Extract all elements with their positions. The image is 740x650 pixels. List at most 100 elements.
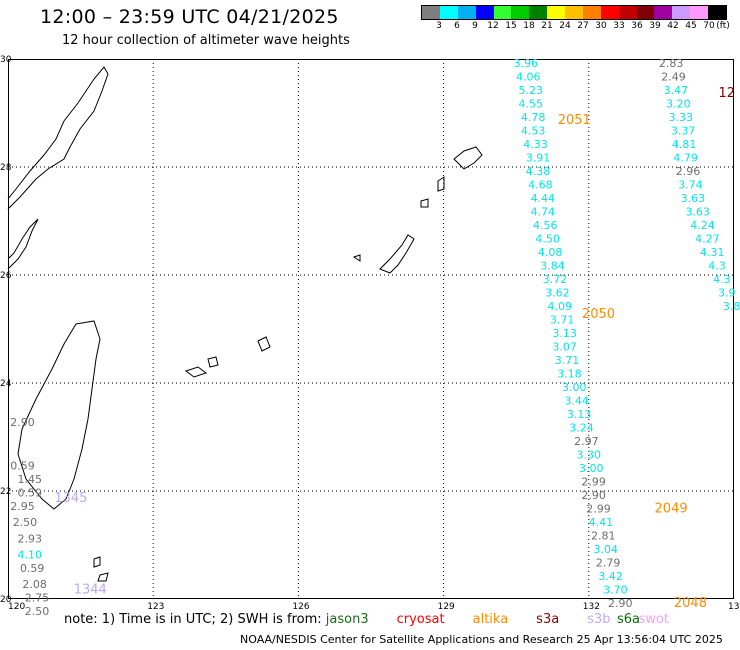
legend-swatch xyxy=(582,6,601,19)
footer-note: note: 1) Time is in UTC; 2) SWH is from:… xyxy=(64,612,669,627)
wave-height-value: 2.99 xyxy=(581,476,606,489)
color-legend: 3 6 9 12 15 18 21 24 27 30 33 36 39 42 45 70 (ft) xyxy=(421,5,730,34)
legend-label: 18 xyxy=(523,21,535,31)
wave-height-value: 4.74 xyxy=(531,206,556,219)
wave-height-value: 4.55 xyxy=(518,98,543,111)
note-prefix: note: 1) Time is in UTC; 2) SWH is from: xyxy=(64,612,322,627)
satellite-name: altika xyxy=(472,612,509,627)
wave-height-value: 4.08 xyxy=(538,246,563,259)
legend-swatch xyxy=(457,6,476,19)
wave-height-value: 2.75 xyxy=(25,592,50,605)
track-label: 2050 xyxy=(582,307,615,322)
lat-tick-label: 26 xyxy=(0,271,12,281)
track-label: 2048 xyxy=(674,596,707,611)
track-label: 1345 xyxy=(54,491,87,506)
wave-height-value: 3.70 xyxy=(603,584,628,597)
wave-height-value: 4.3 xyxy=(708,260,726,273)
map-title: 12:00 – 23:59 UTC 04/21/2025 xyxy=(40,6,339,28)
wave-height-value: 4.3 xyxy=(713,273,731,286)
coastline xyxy=(97,572,109,582)
wave-height-value: 3.96 xyxy=(514,57,539,70)
wave-height-value: 4.24 xyxy=(690,219,715,232)
wave-height-value: 3.13 xyxy=(552,327,577,340)
lat-tick-label: 28 xyxy=(0,163,12,173)
wave-height-value: 4.56 xyxy=(533,219,558,232)
legend-swatch xyxy=(654,6,673,19)
legend-label: 24 xyxy=(559,21,571,31)
wave-height-value: 3.20 xyxy=(666,98,691,111)
legend-swatch xyxy=(547,6,565,19)
legend-label: 30 xyxy=(595,21,607,31)
map-frame xyxy=(8,59,734,599)
coastline xyxy=(453,146,483,170)
lat-tick-label: 24 xyxy=(0,379,12,389)
coastline xyxy=(7,66,109,210)
wave-height-value: 2.90 xyxy=(10,416,34,429)
legend-swatch xyxy=(493,6,512,19)
wave-height-value: 3.00 xyxy=(562,381,587,394)
wave-height-value: 2.08 xyxy=(22,578,47,591)
satellite-name: s3a xyxy=(536,612,560,627)
legend-labels: 3 6 9 12 15 18 21 24 27 30 33 36 39 42 45 70 (ft) xyxy=(421,20,730,34)
wave-height-value: 3.44 xyxy=(564,395,589,408)
legend-swatch xyxy=(511,6,530,19)
wave-height-value: 3.72 xyxy=(543,273,568,286)
coastline xyxy=(207,356,219,368)
legend-swatch xyxy=(672,6,691,19)
legend-swatch xyxy=(565,6,583,19)
wave-height-value: 4.27 xyxy=(695,233,720,246)
legend-label: 21 xyxy=(541,21,553,31)
legend-label: 9 xyxy=(472,21,478,31)
legend-label: 3 xyxy=(436,21,442,31)
wave-height-value: 4.06 xyxy=(516,71,541,84)
wave-height-value: 4.31 xyxy=(700,246,725,259)
lon-tick-label: 135 xyxy=(728,602,740,612)
wave-height-value: 3.71 xyxy=(555,354,580,367)
lon-tick-label: 129 xyxy=(438,602,455,612)
legend-label: 15 xyxy=(505,21,517,31)
legend-swatch xyxy=(708,6,726,19)
wave-height-value: 2.83 xyxy=(659,57,684,70)
map-subtitle: 12 hour collection of altimeter wave hei… xyxy=(62,33,350,48)
wave-height-value: 0.59 xyxy=(18,486,43,499)
satellite-list: jason3 cryosat altika s3a s3b swots6a xyxy=(325,612,669,627)
legend-label: 39 xyxy=(649,21,661,31)
lat-tick-label: 22 xyxy=(0,487,11,497)
wave-height-value: 4.81 xyxy=(672,138,697,151)
wave-height-value: 3.24 xyxy=(569,422,594,435)
wave-height-value: 2.97 xyxy=(574,435,599,448)
wave-height-value: 4.33 xyxy=(523,138,548,151)
wave-height-value: 4.53 xyxy=(521,125,546,138)
wave-height-value: 3.37 xyxy=(671,125,696,138)
wave-height-value: 2.50 xyxy=(13,516,38,529)
coastline xyxy=(420,198,429,208)
legend-label: (ft) xyxy=(716,21,730,31)
satellite-name: swot xyxy=(638,612,669,627)
satellite-name: cryosat xyxy=(396,612,445,627)
satellite-name: jason3 xyxy=(325,612,369,627)
coastline xyxy=(184,366,208,378)
wave-height-value: 3.04 xyxy=(593,543,618,556)
legend-swatch xyxy=(439,6,458,19)
wave-height-value: 3.42 xyxy=(598,570,623,583)
wave-height-value: 3.84 xyxy=(540,260,565,273)
wave-height-value: 3.00 xyxy=(579,462,604,475)
wave-height-value: 3.63 xyxy=(681,192,706,205)
lon-tick-label: 126 xyxy=(292,602,309,612)
legend-label: 42 xyxy=(667,21,679,31)
lon-tick-label: 123 xyxy=(147,602,164,612)
wave-height-value: 4.38 xyxy=(526,165,551,178)
legend-label: 27 xyxy=(577,21,589,31)
wave-height-value: 4.09 xyxy=(548,300,573,313)
wave-height-map: 1201231261291321353028262422202.900.591.… xyxy=(0,55,740,618)
wave-height-value: 5.23 xyxy=(518,84,543,97)
legend-swatch xyxy=(690,6,708,19)
lon-tick-label: 132 xyxy=(583,602,600,612)
legend-label: 36 xyxy=(631,21,643,31)
wave-height-value: 3.62 xyxy=(545,287,570,300)
wave-height-value: 2.90 xyxy=(581,489,606,502)
lon-tick-label: 120 xyxy=(8,602,25,612)
track-label: 2051 xyxy=(558,113,591,128)
wave-height-value: 3.13 xyxy=(567,408,592,421)
wave-height-value: 2.95 xyxy=(10,500,34,513)
